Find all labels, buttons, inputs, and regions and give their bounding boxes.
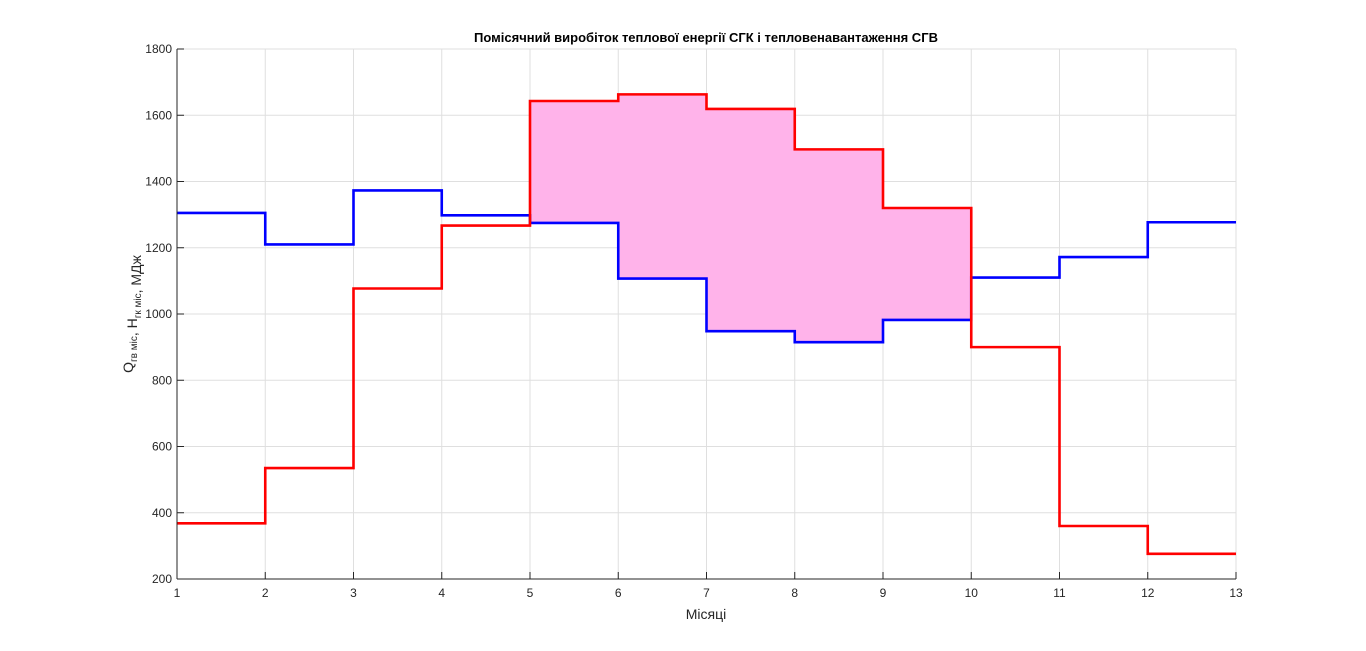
fill-region: [529, 93, 972, 343]
y-tick-label-1400: 1400: [145, 175, 172, 189]
series-line-2: [177, 93, 1236, 556]
y-axis-title-subscript-2: гк міс: [133, 293, 144, 318]
y-tick-label-600: 600: [152, 440, 172, 454]
x-tick-label-10: 10: [965, 586, 979, 600]
y-tick-label-1200: 1200: [145, 241, 172, 255]
x-tick-label-13: 13: [1229, 586, 1243, 600]
series-lines: [177, 93, 1236, 556]
y-tick-label-1600: 1600: [145, 108, 172, 122]
y-tick-label-800: 800: [152, 373, 172, 387]
y-axis-title-part-2: , H: [124, 318, 140, 336]
x-tick-label-11: 11: [1053, 586, 1066, 600]
x-tick-label-6: 6: [615, 586, 622, 600]
x-tick-label-7: 7: [703, 586, 710, 600]
x-tick-label-4: 4: [438, 586, 445, 600]
axes: [176, 48, 1237, 580]
x-tick-label-3: 3: [350, 586, 357, 600]
y-tick-labels: 200 400 600 800 1000 1200 1400 1600 1800: [145, 42, 172, 586]
y-axis-title-part-1: Q: [120, 362, 136, 373]
x-tick-label-9: 9: [880, 586, 887, 600]
x-tick-label-2: 2: [262, 586, 269, 600]
surplus-fill-area: [529, 93, 972, 343]
y-tick-label-1000: 1000: [145, 307, 172, 321]
x-tick-label-12: 12: [1141, 586, 1155, 600]
y-tick-label-400: 400: [152, 506, 172, 520]
chart-title: Помісячний виробіток теплової енергії СГ…: [474, 30, 938, 45]
y-axis-title-subscript-1: гв міс: [129, 336, 140, 362]
x-tick-label-5: 5: [527, 586, 534, 600]
x-tick-label-1: 1: [174, 586, 181, 600]
y-axis-title-part-3: , МДж: [128, 254, 144, 293]
x-tick-label-8: 8: [791, 586, 798, 600]
x-tick-labels: 1 2 3 4 5 6 7 8 9 10 11 12 13: [174, 586, 1243, 600]
y-tick-label-200: 200: [152, 572, 172, 586]
y-axis-title: Qгв міс, Hгк міс, МДж: [120, 254, 144, 372]
x-axis-title: Місяці: [686, 606, 726, 622]
series-line-1: [177, 189, 1236, 344]
y-tick-label-1800: 1800: [145, 42, 172, 56]
